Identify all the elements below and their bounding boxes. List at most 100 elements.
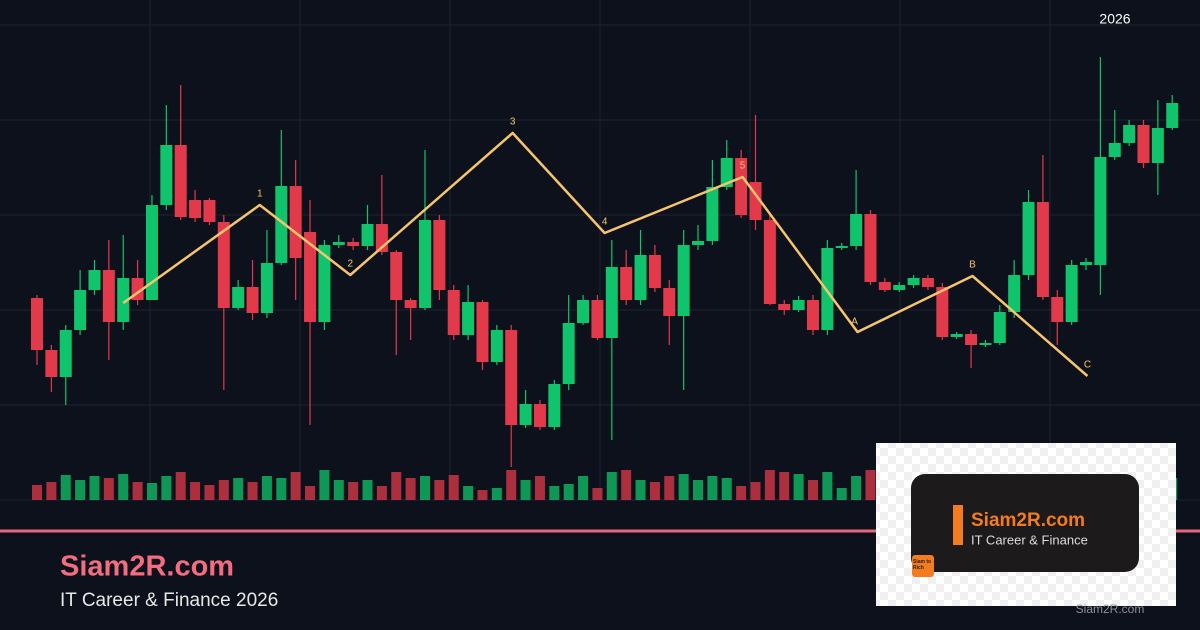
wave-label: A: [851, 317, 858, 328]
volume-bar: [305, 486, 316, 500]
year-label: 2026: [1099, 11, 1130, 27]
candle-body: [864, 214, 877, 282]
volume-bar: [463, 486, 474, 500]
candle-body: [907, 278, 920, 285]
volume-bar: [822, 472, 833, 500]
volume-bar: [319, 470, 330, 500]
site-title: Siam2R.com: [60, 551, 234, 583]
volume-bar: [118, 474, 129, 500]
volume-bar: [132, 482, 143, 500]
candle-body: [59, 330, 72, 377]
candle-body: [289, 186, 302, 258]
volume-bar: [75, 480, 86, 500]
candle-body: [490, 330, 503, 362]
volume-bar: [779, 472, 790, 500]
volume-bar: [448, 475, 459, 500]
candle-body: [1008, 275, 1021, 312]
volume-bar: [89, 476, 100, 500]
volume-bar: [549, 486, 560, 500]
volume-bar: [693, 480, 704, 500]
volume-bar: [649, 482, 660, 500]
candle-body: [232, 287, 245, 308]
volume-bar: [578, 476, 589, 500]
volume-bar: [836, 488, 847, 500]
volume-bar: [563, 484, 574, 500]
volume-bar: [534, 476, 545, 500]
volume-bar: [290, 472, 301, 500]
volume-bar: [520, 480, 531, 500]
wave-layer: 1 2 3 4 5 A B C: [122, 117, 1091, 377]
candle-body: [519, 404, 532, 425]
candle-body: [663, 288, 676, 316]
wave-line: [122, 131, 1089, 377]
volume-bar: [750, 482, 761, 500]
volume-bar: [678, 474, 689, 500]
candle-body: [1036, 202, 1049, 297]
candle-body: [31, 298, 43, 350]
candle-body: [102, 270, 115, 322]
volume-bar: [491, 488, 502, 500]
volume-bar: [376, 486, 387, 500]
volume-bar: [793, 474, 804, 500]
candle-body: [505, 330, 518, 425]
volume-bar: [635, 480, 646, 500]
candle-body: [921, 278, 934, 287]
volume-bar: [46, 482, 57, 500]
volume-bar: [506, 470, 517, 500]
candle-body: [1094, 157, 1107, 265]
candle-body: [1123, 125, 1136, 143]
volume-bar: [218, 480, 229, 500]
candle-body: [1080, 262, 1093, 265]
volume-bar: [764, 470, 775, 500]
volume-bar: [707, 476, 718, 500]
candle-body: [792, 300, 805, 310]
volume-bar: [233, 478, 244, 500]
candle-body: [160, 145, 173, 205]
candle-body: [260, 263, 273, 313]
wave-label: C: [1084, 360, 1091, 371]
candle-body: [620, 267, 633, 300]
candle-body: [145, 205, 158, 300]
volume-bar: [60, 475, 71, 500]
volume-bar: [333, 480, 344, 500]
candle-body: [45, 350, 58, 377]
badge-card: [911, 474, 1139, 572]
candle-body: [1065, 265, 1078, 322]
candle-body: [979, 343, 992, 345]
candle-body: [835, 246, 848, 248]
candle-body: [217, 222, 230, 308]
volume-bar: [721, 478, 732, 500]
volume-bar: [175, 472, 186, 500]
badge-site: Siam2R.com: [971, 510, 1085, 531]
candle-body: [1051, 297, 1064, 322]
candle-body: [562, 323, 575, 384]
candle-body: [763, 220, 776, 304]
badge-tagline: IT Career & Finance: [971, 532, 1088, 547]
candle-body: [850, 214, 863, 246]
volume-bar: [851, 476, 862, 500]
wave-label: 1: [257, 189, 263, 200]
volume-bar: [419, 476, 430, 500]
candle-body: [706, 187, 719, 241]
volume-bar: [606, 472, 617, 500]
candle-body: [577, 300, 590, 323]
volume-bar: [405, 478, 416, 500]
candle-body: [893, 285, 906, 290]
volume-bar: [865, 470, 876, 500]
candle-body: [404, 300, 417, 308]
badge-accent: [953, 505, 963, 545]
candle-body: [246, 287, 259, 313]
candle-body: [1137, 125, 1150, 163]
volume-bar: [204, 485, 215, 500]
badge-logo-box: Siam to Rich: [913, 559, 931, 571]
candle-body: [648, 255, 661, 288]
badge-logo: [912, 555, 934, 577]
volume-bar: [621, 470, 632, 500]
candle-body: [390, 252, 403, 300]
volume-bar: [362, 480, 373, 500]
volume-bar: [736, 486, 747, 500]
candle-body: [692, 241, 705, 245]
volume-bar: [247, 482, 258, 500]
candle-body: [965, 334, 978, 345]
